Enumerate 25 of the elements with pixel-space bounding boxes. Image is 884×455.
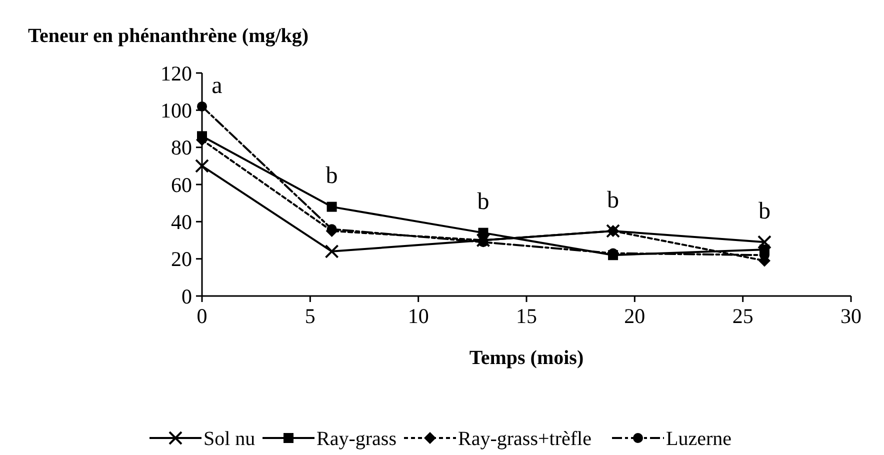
y-tick-label: 20 [171, 247, 192, 272]
x-tick-label: 20 [624, 304, 646, 328]
annotation: b [607, 187, 620, 214]
legend-label: Ray-grass+trèfle [458, 428, 592, 450]
x-tick-label: 30 [840, 304, 862, 328]
y-tick-label: 0 [182, 284, 192, 308]
legend-label: Sol nu [204, 428, 256, 450]
x-tick-label: 10 [408, 304, 429, 328]
x-tick-label: 0 [196, 304, 208, 328]
x-tick-label: 25 [732, 304, 754, 328]
annotation: b [758, 198, 770, 225]
y-tick-label: 60 [171, 172, 192, 197]
legend-label: Ray-grass [316, 428, 397, 450]
annotation: b [477, 189, 490, 216]
y-tick-label: 40 [171, 210, 192, 234]
annotation: b [326, 163, 338, 190]
chart-title: Teneur en phénanthrène (mg/kg) [28, 25, 309, 47]
y-tick-label: 100 [160, 98, 192, 123]
x-tick-label: 15 [516, 304, 537, 328]
y-tick-label: 120 [160, 61, 192, 86]
annotation: a [212, 72, 223, 99]
y-tick-label: 80 [171, 136, 192, 160]
x-axis-title: Temps (mois) [469, 347, 584, 369]
x-tick-label: 5 [304, 304, 316, 328]
legend-label: Luzerne [666, 428, 732, 450]
